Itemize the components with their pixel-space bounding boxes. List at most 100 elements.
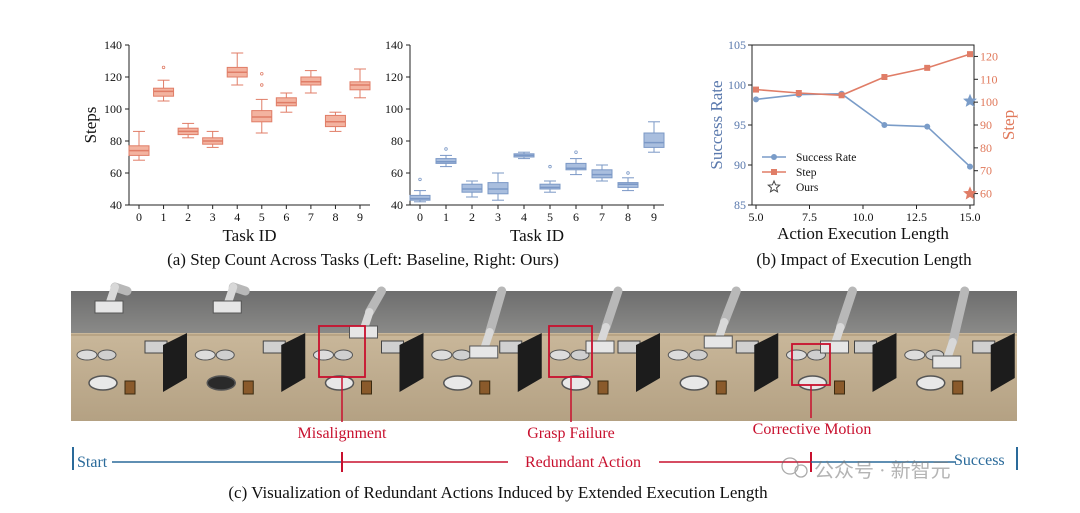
- plot-frame: [751, 44, 975, 206]
- box: [409, 194, 431, 201]
- robot-gripper: [932, 355, 962, 369]
- x-tick-label: 5: [547, 210, 553, 224]
- right-y-tick-label: 120: [980, 49, 998, 63]
- box: [565, 162, 587, 171]
- cabinet: [163, 333, 187, 392]
- baseline-boxplot: 40 60 80 100 120 140 0 1 2 3 4 5 6 7 8 9 Task ID Steps: [81, 38, 371, 245]
- bowl: [452, 349, 472, 361]
- legend-label-success: Success Rate: [796, 152, 856, 164]
- legend-marker-ours: [767, 179, 781, 193]
- point-step: [838, 92, 845, 99]
- x-tick-label: 0: [417, 210, 423, 224]
- box: [275, 97, 297, 107]
- y-tick-label: 40: [110, 198, 122, 212]
- left-y-tick-label: 85: [734, 198, 746, 212]
- plate: [797, 375, 828, 391]
- box: [300, 76, 322, 86]
- watermark-text: 公众号 · 新智元: [814, 459, 951, 482]
- series-line-step: [755, 53, 971, 97]
- left-y-tick-label: 95: [734, 118, 746, 132]
- robot-gripper: [585, 340, 615, 354]
- corrective-motion-label: Corrective Motion: [753, 421, 872, 438]
- box: [153, 87, 175, 97]
- bowl: [334, 349, 353, 361]
- y-tick-label: 140: [104, 38, 122, 52]
- robot-frame: [898, 286, 1017, 395]
- legend-label-step: Step: [796, 167, 817, 179]
- timeline: Start Redundant Action Success Misalignm…: [72, 378, 1018, 472]
- x-tick-label: 8: [332, 210, 338, 224]
- x-tick-label: 4: [521, 210, 527, 224]
- ours-star-marker: [963, 186, 977, 200]
- plate: [916, 375, 946, 391]
- right-y-axis-title: Step: [999, 110, 1018, 140]
- point-success-rate: [967, 163, 973, 170]
- outlier-point: [548, 164, 552, 169]
- box: [251, 110, 273, 123]
- bowl: [313, 349, 334, 361]
- right-y-tick-label: 90: [980, 118, 992, 132]
- robot-frame: [425, 286, 544, 395]
- x-axis-title: Task ID: [510, 226, 564, 245]
- legend-label-ours: Ours: [796, 182, 819, 194]
- cookie-box: [597, 380, 609, 395]
- cookie-box: [952, 380, 964, 395]
- y-tick-label: 80: [391, 134, 403, 148]
- point-step: [924, 64, 931, 71]
- cabinet: [636, 333, 660, 392]
- robot-arm-link: [485, 286, 507, 337]
- plate: [679, 375, 709, 391]
- robot-frame-strip: [71, 282, 1017, 421]
- timeline-redundant-label: Redundant Action: [525, 454, 641, 471]
- caption-b: (b) Impact of Execution Length: [756, 250, 972, 269]
- robot-arm-link: [601, 286, 623, 332]
- bowl: [97, 349, 117, 361]
- bowl: [667, 349, 689, 361]
- outlier-point: [574, 150, 578, 154]
- cookie-box: [242, 380, 254, 395]
- box: [324, 114, 346, 128]
- caption-a: (a) Step Count Across Tasks (Left: Basel…: [167, 250, 559, 269]
- y-tick-label: 140: [385, 38, 403, 52]
- point-step: [967, 51, 973, 58]
- bowl: [549, 349, 571, 361]
- x-tick-label: 15.0: [960, 210, 981, 224]
- y-tick-label: 100: [385, 102, 403, 116]
- x-tick-label: 7.5: [802, 210, 817, 224]
- highlight-box-grasp-failure: [548, 325, 593, 378]
- box: [617, 182, 639, 188]
- cabinet: [399, 333, 424, 392]
- x-tick-label: 1: [443, 210, 449, 224]
- ours-star-marker: [963, 93, 977, 107]
- cookie-box: [834, 380, 845, 395]
- plate: [206, 375, 236, 391]
- y-tick-label: 40: [391, 198, 403, 212]
- x-axis-title: Task ID: [222, 226, 276, 245]
- left-y-tick-label: 100: [728, 78, 746, 92]
- robot-gripper: [212, 300, 242, 314]
- x-tick-label: 1: [161, 210, 167, 224]
- timeline-success-label: Success: [954, 452, 1005, 469]
- cabinet: [754, 333, 779, 392]
- point-step: [795, 90, 802, 96]
- right-y-tick-label: 60: [980, 187, 992, 201]
- execution-length-chart: 85 90 95 100 105 60 70 80 90 100 110 120 5.0 7.5 10.0 1…: [707, 38, 1018, 243]
- x-tick-label: 3: [495, 210, 501, 224]
- x-tick-label: 7: [599, 210, 605, 224]
- cookie-box: [361, 380, 372, 395]
- timeline-start-label: Start: [77, 454, 108, 471]
- left-y-tick-label: 90: [734, 158, 746, 172]
- robot-arm-link: [365, 286, 386, 317]
- box: [461, 183, 483, 193]
- box: [349, 81, 371, 91]
- y-tick-label: 80: [110, 134, 122, 148]
- left-y-tick-label: 105: [728, 38, 746, 52]
- bowl: [786, 349, 807, 361]
- robot-gripper: [820, 340, 849, 354]
- outlier-point: [418, 177, 422, 182]
- robot-frame: [780, 286, 899, 395]
- x-tick-label: 2: [185, 210, 191, 224]
- bowl: [904, 349, 926, 361]
- point-success-rate: [753, 96, 759, 103]
- legend-marker-step: [771, 169, 777, 175]
